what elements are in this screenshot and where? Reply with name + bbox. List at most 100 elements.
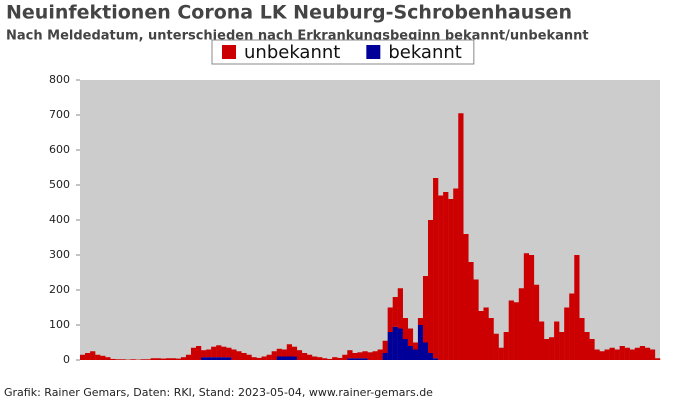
bar-segment	[388, 332, 393, 360]
bar-segment	[403, 339, 408, 360]
bar-segment	[418, 325, 423, 360]
bar-segment	[529, 255, 534, 360]
bar-segment	[342, 355, 347, 360]
bar-segment	[357, 352, 362, 358]
bar-segment	[161, 359, 166, 360]
bar-segment	[181, 357, 186, 360]
bar-segment	[655, 358, 660, 360]
y-tick-label: 700	[49, 108, 70, 121]
bar-segment	[297, 350, 302, 360]
bar-segment	[206, 350, 211, 358]
bar-segment	[579, 318, 584, 360]
y-tick-label: 800	[49, 73, 70, 86]
bar-segment	[448, 199, 453, 360]
bar-segment	[373, 351, 378, 360]
bar-segment	[539, 322, 544, 361]
legend-swatch	[222, 45, 236, 59]
bar-segment	[362, 358, 367, 360]
bar-segment	[176, 359, 181, 360]
bar-segment	[115, 359, 120, 360]
bar-segment	[453, 189, 458, 361]
bar-segment	[610, 348, 615, 360]
bar-segment	[302, 353, 307, 360]
bar-segment	[226, 357, 231, 360]
bar-segment	[282, 357, 287, 361]
bar-segment	[423, 343, 428, 361]
bar-segment	[398, 288, 403, 328]
legend-label: bekannt	[388, 42, 462, 63]
bar-segment	[352, 353, 357, 358]
bar-segment	[620, 346, 625, 360]
bar-segment	[630, 350, 635, 361]
bar-segment	[574, 255, 579, 360]
bar-segment	[246, 355, 251, 360]
bar-segment	[201, 350, 206, 357]
bar-segment	[186, 355, 191, 360]
chart-title: Neuinfektionen Corona LK Neuburg-Schrobe…	[6, 2, 572, 24]
bar-segment	[524, 253, 529, 360]
bar-segment	[393, 327, 398, 360]
bar-segment	[599, 351, 604, 360]
bar-segment	[267, 355, 272, 360]
bar-segment	[347, 358, 352, 360]
bar-segment	[413, 350, 418, 361]
bar-segment	[428, 353, 433, 360]
bar-segment	[312, 357, 317, 361]
bar-segment	[221, 347, 226, 358]
bar-segment	[398, 329, 403, 361]
bar-segment	[458, 113, 463, 360]
bar-segment	[191, 348, 196, 360]
bar-segment	[483, 308, 488, 361]
legend-swatch	[366, 45, 380, 59]
bar-segment	[90, 351, 95, 360]
bar-segment	[332, 357, 337, 360]
y-tick-label: 0	[63, 353, 70, 366]
bar-segment	[383, 341, 388, 353]
bar-segment	[378, 350, 383, 361]
bar-segment	[408, 346, 413, 360]
bar-segment	[650, 350, 655, 361]
bar-segment	[554, 322, 559, 361]
bar-segment	[272, 351, 277, 360]
bar-segment	[216, 357, 221, 360]
bar-segment	[287, 357, 292, 361]
bar-segment	[549, 337, 554, 360]
bar-segment	[257, 358, 262, 360]
bar-segment	[322, 358, 327, 360]
bar-segment	[635, 348, 640, 360]
bar-segment	[85, 353, 90, 360]
bar-segment	[534, 285, 539, 360]
bar-segment	[494, 334, 499, 360]
bar-segment	[100, 356, 105, 360]
bar-segment	[357, 358, 362, 360]
bar-segment	[337, 358, 342, 360]
bar-segment	[393, 297, 398, 327]
bar-segment	[433, 358, 438, 360]
y-tick-label: 100	[49, 318, 70, 331]
bar-segment	[625, 348, 630, 360]
bar-segment	[544, 339, 549, 360]
bar-segment	[262, 357, 267, 361]
bar-segment	[519, 288, 524, 360]
bar-segment	[156, 358, 161, 360]
bar-segment	[564, 308, 569, 361]
bar-segment	[241, 353, 246, 360]
bar-segment	[438, 196, 443, 361]
bar-segment	[489, 318, 494, 360]
bar-segment	[236, 351, 241, 360]
bar-segment	[211, 357, 216, 360]
bar-segment	[499, 348, 504, 360]
bar-segment	[509, 301, 514, 361]
bar-segment	[514, 302, 519, 360]
y-tick-label: 200	[49, 283, 70, 296]
bar-segment	[408, 329, 413, 347]
y-tick-label: 600	[49, 143, 70, 156]
bar-segment	[468, 262, 473, 360]
bar-segment	[463, 234, 468, 360]
y-tick-label: 500	[49, 178, 70, 191]
bar-segment	[362, 351, 367, 358]
bar-segment	[569, 294, 574, 361]
bar-segment	[120, 359, 125, 360]
